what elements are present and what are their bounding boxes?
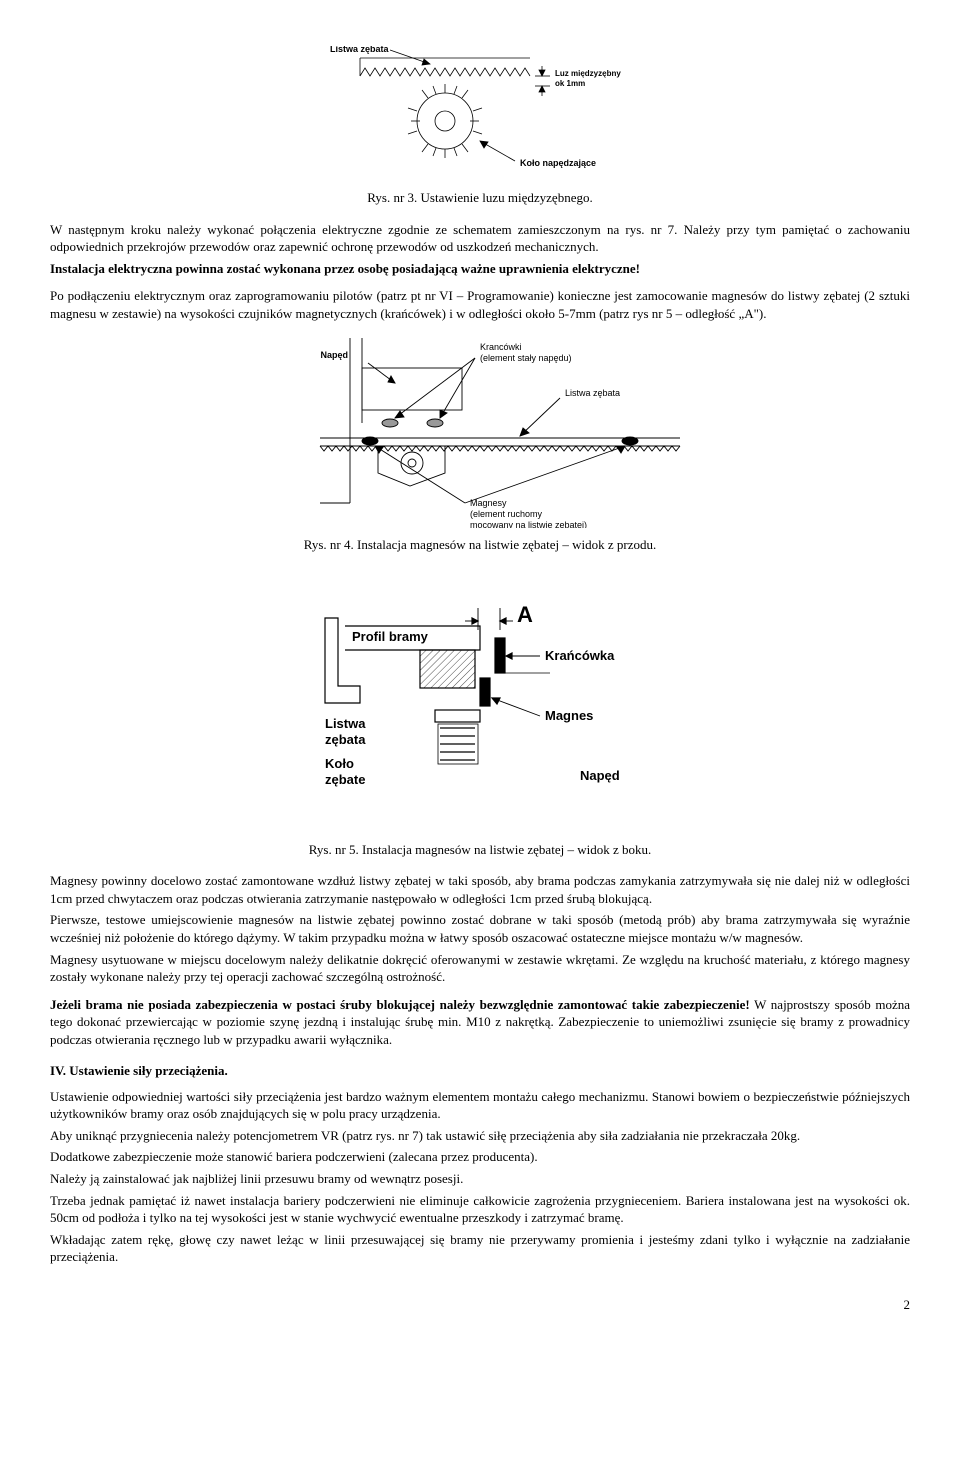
fig4-label-limit-2: (element stały napędu) bbox=[480, 353, 572, 363]
fig5-label-gear-1: Koło bbox=[325, 756, 354, 771]
fig5-label-limit: Krańcówka bbox=[545, 648, 615, 663]
fig3-label-gap-1: Luz międzyzębny bbox=[555, 69, 621, 78]
figure-4: Napęd Krancówki (element stały napędu) L… bbox=[50, 328, 910, 528]
fig4-label-mag-1: Magnesy bbox=[470, 498, 507, 508]
paragraph-6-bold: Jeżeli brama nie posiada zabezpieczenia … bbox=[50, 997, 750, 1012]
paragraph-10: Należy ją zainstalować jak najbliżej lin… bbox=[50, 1170, 910, 1188]
paragraph-2: Po podłączeniu elektrycznym oraz zaprogr… bbox=[50, 287, 910, 322]
fig3-label-rack: Listwa zębata bbox=[330, 46, 390, 54]
fig3-caption: Rys. nr 3. Ustawienie luzu międzyzębnego… bbox=[50, 189, 910, 207]
fig5-label-profile: Profil bramy bbox=[352, 629, 429, 644]
fig3-label-gear: Koło napędzające bbox=[520, 158, 596, 168]
paragraph-8: Aby uniknąć przygniecenia należy potencj… bbox=[50, 1127, 910, 1145]
paragraph-4: Pierwsze, testowe umiejscowienie magnesó… bbox=[50, 911, 910, 946]
fig4-label-limit-1: Krancówki bbox=[480, 342, 522, 352]
section-4-title: IV. Ustawienie siły przeciążenia. bbox=[50, 1062, 910, 1080]
paragraph-12: Wkładając zatem rękę, głowę czy nawet le… bbox=[50, 1231, 910, 1266]
fig5-label-rack-2: zębata bbox=[325, 732, 366, 747]
fig5-label-a: A bbox=[517, 602, 533, 627]
paragraph-9: Dodatkowe zabezpieczenie może stanowić b… bbox=[50, 1148, 910, 1166]
paragraph-3: Magnesy powinny docelowo zostać zamontow… bbox=[50, 872, 910, 907]
page-number: 2 bbox=[50, 1296, 910, 1314]
paragraph-1-bold: Instalacja elektryczna powinna zostać wy… bbox=[50, 260, 910, 278]
fig5-label-magnet: Magnes bbox=[545, 708, 593, 723]
fig5-caption: Rys. nr 5. Instalacja magnesów na listwi… bbox=[50, 841, 910, 859]
paragraph-6: Jeżeli brama nie posiada zabezpieczenia … bbox=[50, 996, 910, 1049]
paragraph-11: Trzeba jednak pamiętać iż nawet instalac… bbox=[50, 1192, 910, 1227]
figure-5: Profil bramy A Krańcówka Magnes Listwa z… bbox=[50, 588, 910, 833]
fig3-label-gap-2: ok 1mm bbox=[555, 79, 585, 88]
fig4-caption: Rys. nr 4. Instalacja magnesów na listwi… bbox=[50, 536, 910, 554]
paragraph-7: Ustawienie odpowiedniej wartości siły pr… bbox=[50, 1088, 910, 1123]
fig4-label-mag-3: mocowany na listwie zębatej) bbox=[470, 520, 587, 528]
fig5-label-gear-2: zębate bbox=[325, 772, 365, 787]
fig5-label-rack-1: Listwa bbox=[325, 716, 366, 731]
fig4-label-drive: Napęd bbox=[320, 350, 348, 360]
paragraph-5: Magnesy usytuowane w miejscu docelowym n… bbox=[50, 951, 910, 986]
fig4-label-mag-2: (element ruchomy bbox=[470, 509, 543, 519]
fig5-label-drive: Napęd bbox=[580, 768, 620, 783]
fig4-label-rack: Listwa zębata bbox=[565, 388, 620, 398]
figure-3: Listwa zębata Luz międzyzębny ok 1mm Koł… bbox=[50, 46, 910, 181]
paragraph-1: W następnym kroku należy wykonać połącze… bbox=[50, 221, 910, 256]
